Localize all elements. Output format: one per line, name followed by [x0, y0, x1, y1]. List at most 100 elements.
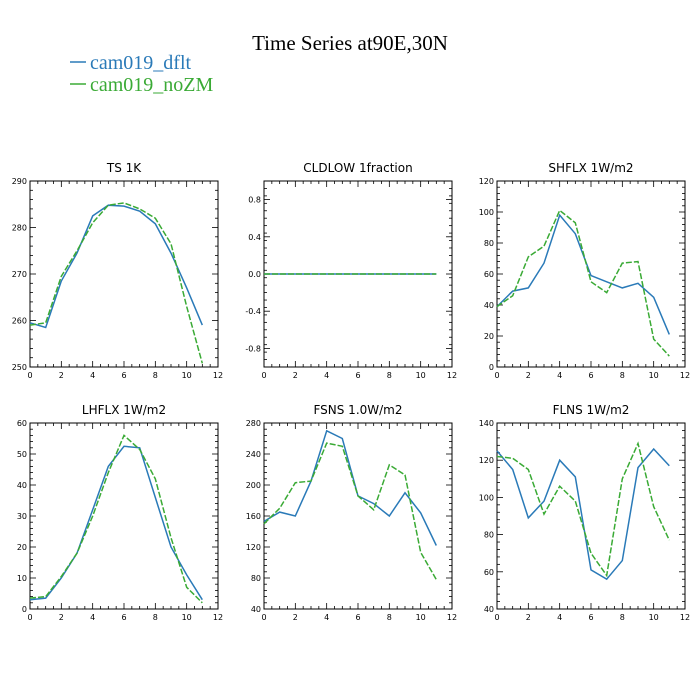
y-tick-label-lhflx: 40 — [17, 481, 27, 490]
panel-lhflx: LHFLX 1W/m2 0 2 4 6 8 10 12 0 10 20 30 40 50 60 — [17, 403, 223, 622]
x-tick-label-ts: 4 — [90, 371, 95, 380]
y-tick-label-cldlow: 0.4 — [248, 233, 261, 242]
x-tick-label-lhflx: 12 — [213, 613, 223, 622]
x-tick-label-lhflx: 6 — [121, 613, 126, 622]
x-tick-label-shflx: 8 — [620, 371, 625, 380]
panel-cldlow: CLDLOW 1fraction 0 2 4 6 8 10 12 -0.8 -0.4 0.0 0.4 0… — [245, 161, 457, 380]
x-tick-label-shflx: 0 — [494, 371, 499, 380]
plot-frame-flns — [496, 422, 686, 610]
series-line-ts-dflt — [29, 204, 203, 329]
x-tick-label-cldlow: 2 — [293, 371, 298, 380]
panel-title-fsns: FSNS 1.0W/m2 — [313, 403, 402, 417]
y-tick-label-fsns: 120 — [246, 543, 261, 552]
x-tick-label-shflx: 6 — [588, 371, 593, 380]
panel-title-lhflx: LHFLX 1W/m2 — [82, 403, 166, 417]
x-tick-label-fsns: 0 — [261, 613, 266, 622]
x-tick-label-fsns: 4 — [324, 613, 329, 622]
x-tick-label-shflx: 12 — [680, 371, 690, 380]
series-line-fsns-dflt — [263, 429, 437, 546]
x-tick-label-lhflx: 8 — [153, 613, 158, 622]
x-tick-label-cldlow: 0 — [261, 371, 266, 380]
x-tick-label-cldlow: 8 — [387, 371, 392, 380]
y-tick-label-cldlow: 0.8 — [248, 196, 261, 205]
panel-title-ts: TS 1K — [106, 161, 142, 175]
plot-frame-ts — [29, 180, 219, 368]
x-tick-label-ts: 12 — [213, 371, 223, 380]
x-tick-label-shflx: 10 — [649, 371, 659, 380]
x-tick-label-cldlow: 6 — [355, 371, 360, 380]
y-tick-label-cldlow: 0.0 — [248, 270, 261, 279]
y-tick-label-lhflx: 0 — [22, 605, 27, 614]
legend: cam019_dflt cam019_noZM — [70, 52, 214, 96]
x-tick-label-flns: 8 — [620, 613, 625, 622]
figure-title: Time Series at90E,30N — [252, 31, 448, 55]
y-tick-label-shflx: 0 — [489, 363, 494, 372]
y-tick-label-fsns: 160 — [246, 512, 261, 521]
series-line-flns-nozm — [496, 441, 670, 578]
y-tick-label-shflx: 20 — [484, 332, 494, 341]
legend-label-dflt: cam019_dflt — [90, 52, 192, 74]
x-tick-label-shflx: 2 — [526, 371, 531, 380]
y-tick-label-fsns: 280 — [246, 419, 261, 428]
y-tick-label-flns: 60 — [484, 568, 494, 577]
series-line-shflx-nozm — [496, 209, 670, 357]
y-tick-label-lhflx: 50 — [17, 450, 27, 459]
y-tick-label-lhflx: 20 — [17, 543, 27, 552]
x-tick-label-cldlow: 12 — [447, 371, 457, 380]
legend-label-nozm: cam019_noZM — [90, 74, 214, 96]
y-tick-label-flns: 80 — [484, 531, 494, 540]
y-tick-label-shflx: 100 — [479, 208, 494, 217]
y-tick-label-flns: 100 — [479, 493, 494, 502]
x-tick-label-fsns: 10 — [416, 613, 426, 622]
x-tick-label-shflx: 4 — [557, 371, 562, 380]
plot-frame-fsns — [263, 422, 453, 610]
y-tick-label-flns: 40 — [484, 605, 494, 614]
y-tick-label-ts: 260 — [12, 317, 27, 326]
y-tick-label-fsns: 40 — [251, 605, 261, 614]
x-tick-label-flns: 4 — [557, 613, 562, 622]
panel-fsns: FSNS 1.0W/m2 0 2 4 6 8 10 12 40 80 120 160 200 240 280 — [246, 403, 457, 622]
panel-flns: FLNS 1W/m2 0 2 4 6 8 10 12 40 60 80 100 120 140 — [479, 403, 690, 622]
x-tick-label-lhflx: 4 — [90, 613, 95, 622]
x-tick-label-cldlow: 4 — [324, 371, 329, 380]
x-tick-label-ts: 10 — [182, 371, 192, 380]
y-tick-label-shflx: 80 — [484, 239, 494, 248]
x-tick-label-fsns: 12 — [447, 613, 457, 622]
y-tick-label-ts: 280 — [12, 224, 27, 233]
y-tick-label-cldlow: -0.4 — [245, 307, 261, 316]
series-line-lhflx-nozm — [29, 434, 203, 604]
x-tick-label-ts: 8 — [153, 371, 158, 380]
x-tick-label-lhflx: 2 — [59, 613, 64, 622]
x-tick-label-flns: 6 — [588, 613, 593, 622]
y-tick-label-shflx: 120 — [479, 177, 494, 186]
series-line-lhflx-dflt — [29, 445, 203, 601]
y-tick-label-lhflx: 60 — [17, 419, 27, 428]
series-line-shflx-dflt — [496, 213, 670, 335]
series-line-ts-nozm — [29, 202, 204, 364]
x-tick-label-ts: 2 — [59, 371, 64, 380]
panel-title-cldlow: CLDLOW 1fraction — [303, 161, 412, 175]
series-line-flns-dflt — [496, 447, 670, 581]
x-tick-label-flns: 10 — [649, 613, 659, 622]
x-tick-label-fsns: 8 — [387, 613, 392, 622]
panel-title-shflx: SHFLX 1W/m2 — [548, 161, 633, 175]
y-tick-label-fsns: 240 — [246, 450, 261, 459]
x-tick-label-flns: 2 — [526, 613, 531, 622]
x-tick-label-ts: 6 — [121, 371, 126, 380]
y-tick-label-flns: 120 — [479, 456, 494, 465]
y-tick-label-fsns: 80 — [251, 574, 261, 583]
y-tick-label-shflx: 40 — [484, 301, 494, 310]
x-tick-label-cldlow: 10 — [416, 371, 426, 380]
x-tick-label-fsns: 2 — [293, 613, 298, 622]
y-tick-label-lhflx: 30 — [17, 512, 27, 521]
y-tick-label-flns: 140 — [479, 419, 494, 428]
y-tick-label-fsns: 200 — [246, 481, 261, 490]
y-tick-label-cldlow: -0.8 — [245, 344, 261, 353]
y-tick-label-ts: 290 — [12, 177, 27, 186]
panel-title-flns: FLNS 1W/m2 — [553, 403, 630, 417]
y-tick-label-shflx: 60 — [484, 270, 494, 279]
y-tick-label-ts: 270 — [12, 270, 27, 279]
